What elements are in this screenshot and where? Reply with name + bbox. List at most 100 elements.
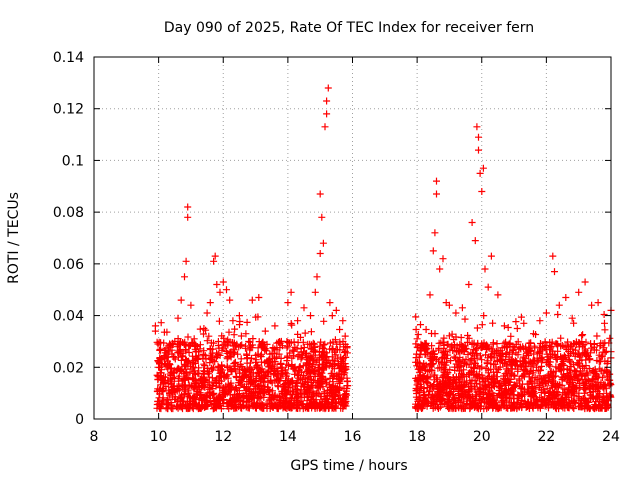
data-point	[529, 399, 537, 407]
data-point	[338, 358, 346, 365]
data-point	[436, 265, 444, 273]
data-point	[426, 352, 434, 360]
data-point	[162, 360, 170, 368]
data-point	[334, 346, 341, 354]
data-point	[335, 395, 343, 403]
data-point	[600, 311, 608, 318]
data-point	[232, 367, 240, 375]
data-point	[488, 350, 495, 358]
data-point	[297, 355, 305, 363]
data-point	[319, 239, 327, 247]
data-point	[433, 177, 440, 185]
data-point	[451, 404, 459, 412]
data-point	[184, 213, 192, 221]
data-point	[429, 347, 437, 355]
data-point	[211, 252, 219, 260]
data-point	[578, 356, 586, 364]
data-point	[496, 404, 504, 412]
data-point	[315, 370, 322, 378]
data-point	[559, 404, 567, 412]
y-tick-label: 0	[75, 412, 84, 428]
data-point	[477, 405, 484, 412]
data-point	[183, 370, 190, 378]
data-point	[184, 333, 192, 341]
data-point	[260, 368, 268, 376]
data-point	[447, 357, 455, 365]
grid-lines	[94, 57, 611, 419]
data-point	[448, 379, 456, 386]
data-point	[581, 389, 589, 397]
data-point	[266, 362, 274, 370]
data-point	[254, 344, 262, 352]
data-point	[558, 354, 566, 362]
data-point	[290, 338, 298, 346]
data-point	[510, 371, 518, 379]
data-point	[268, 395, 276, 403]
data-point	[469, 350, 477, 358]
data-point	[557, 334, 565, 342]
data-point	[439, 349, 447, 356]
data-point	[570, 319, 578, 327]
data-point	[549, 252, 557, 260]
data-point	[293, 345, 301, 353]
data-point	[580, 341, 588, 349]
data-point	[182, 341, 190, 349]
data-point	[340, 391, 348, 399]
data-point	[420, 392, 428, 400]
data-point	[191, 359, 199, 367]
data-point	[309, 382, 317, 390]
data-point	[508, 365, 516, 373]
data-point	[180, 383, 188, 391]
data-point	[291, 363, 299, 371]
x-tick-label: 10	[150, 429, 168, 445]
y-tick-label: 0.08	[53, 205, 84, 221]
data-point	[294, 317, 302, 325]
data-point	[307, 312, 314, 320]
data-point	[475, 133, 482, 141]
data-point	[589, 375, 597, 383]
data-point	[493, 340, 501, 348]
data-point	[311, 288, 319, 296]
data-point	[229, 317, 237, 325]
data-point	[203, 402, 211, 410]
data-point	[313, 273, 321, 281]
data-point	[275, 393, 283, 401]
data-point	[480, 312, 488, 320]
x-tick-label: 20	[473, 429, 491, 445]
data-point	[572, 350, 579, 358]
data-point	[552, 355, 560, 363]
data-point	[561, 398, 569, 406]
data-point	[565, 357, 573, 365]
data-point	[457, 341, 465, 349]
data-point	[304, 387, 311, 395]
data-point	[561, 389, 569, 397]
data-point	[171, 375, 178, 383]
data-point	[593, 388, 601, 395]
data-point	[173, 402, 181, 410]
data-point	[492, 365, 500, 373]
data-point	[257, 353, 265, 361]
data-point	[231, 386, 239, 394]
data-point	[269, 344, 277, 352]
data-point	[452, 333, 460, 341]
data-point	[457, 404, 465, 412]
data-point	[329, 373, 337, 380]
data-point	[531, 374, 539, 381]
data-point	[316, 250, 324, 257]
data-point	[571, 398, 578, 406]
data-point	[337, 399, 345, 407]
data-point	[299, 338, 307, 346]
data-point	[218, 332, 226, 340]
data-point	[500, 322, 508, 330]
data-point	[191, 382, 199, 390]
data-point	[553, 340, 561, 348]
y-axis-label: ROTI / TECUs	[6, 192, 22, 284]
data-point	[220, 384, 228, 392]
data-point	[552, 404, 559, 412]
data-point	[243, 378, 251, 386]
data-point	[509, 403, 517, 411]
data-point	[606, 334, 614, 342]
data-point	[587, 391, 595, 399]
data-point	[455, 367, 463, 375]
data-point	[461, 315, 469, 323]
